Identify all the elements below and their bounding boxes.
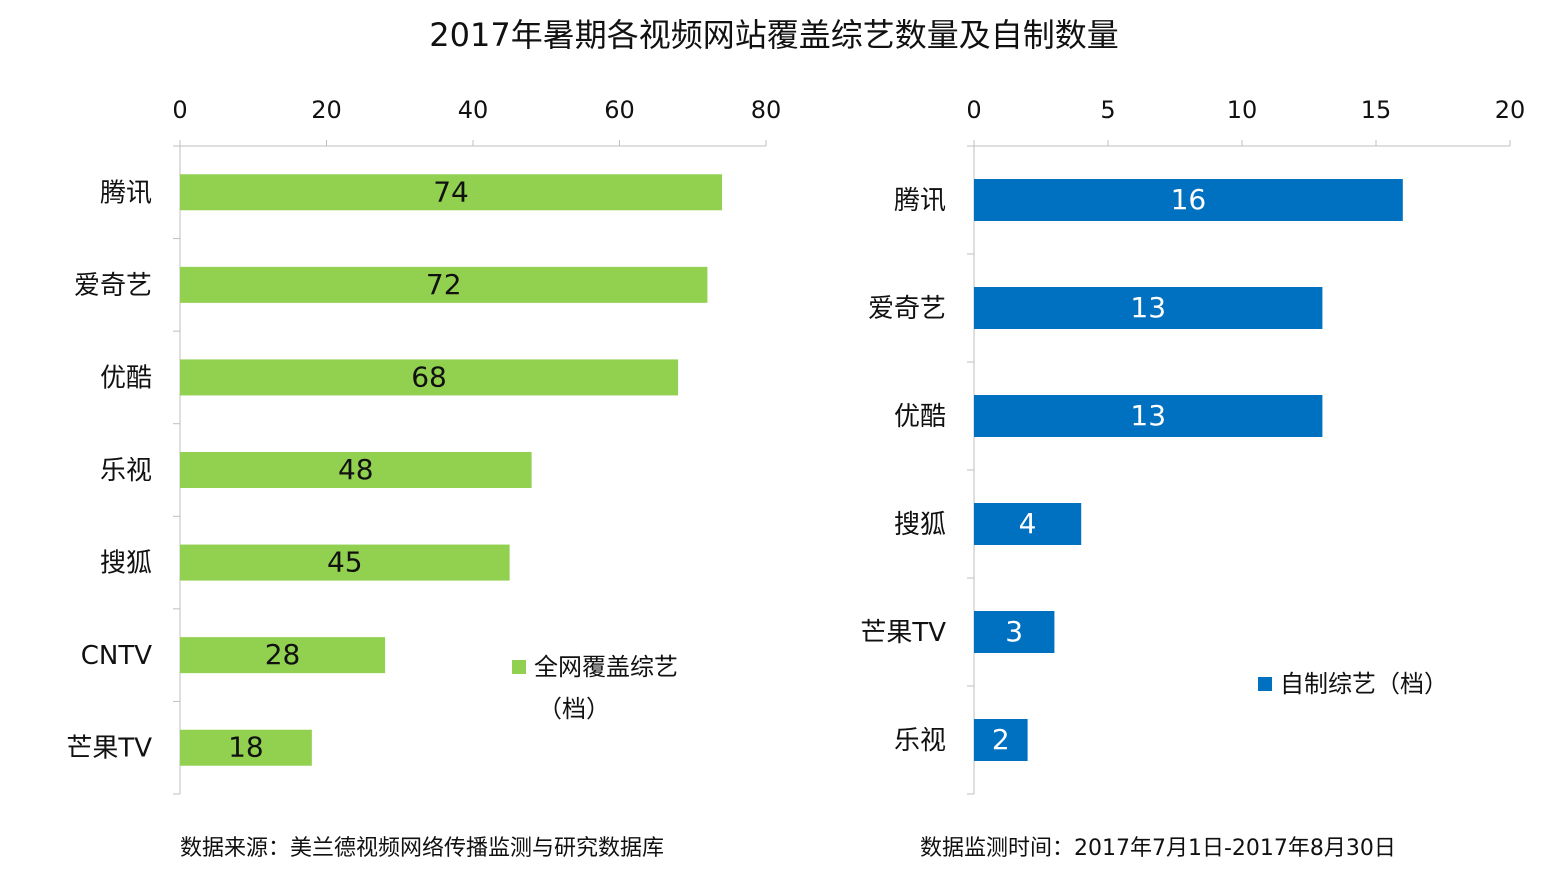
left-bar: [180, 729, 312, 766]
right-x-tick-label: 5: [1100, 96, 1115, 124]
right-x-tick-label: 15: [1361, 96, 1392, 124]
right-category-label: 搜狐: [894, 510, 946, 540]
left-bar-value-label: 48: [338, 453, 374, 486]
left-bar-value-label: 68: [411, 360, 447, 393]
left-bar-value-label: 74: [433, 175, 469, 208]
left-category-label: CNTV: [81, 641, 152, 671]
left-bar: [180, 544, 510, 581]
chart-title: 2017年暑期各视频网站覆盖综艺数量及自制数量: [429, 16, 1119, 54]
right-bar: [974, 719, 1028, 761]
left-bar-value-label: 28: [265, 638, 301, 671]
right-bar-value-label: 13: [1130, 291, 1166, 324]
legend-right-label: 自制综艺（档）: [1280, 670, 1448, 698]
right-category-label: 爱奇艺: [868, 294, 946, 324]
right-bar-value-label: 3: [1005, 615, 1023, 648]
right-bar: [974, 287, 1323, 329]
right-category-label: 腾讯: [894, 186, 946, 216]
right-bar-value-label: 16: [1171, 183, 1207, 216]
legend-swatch-green: [512, 660, 526, 674]
left-bar-value-label: 45: [327, 546, 363, 579]
left-bar: [180, 359, 679, 396]
left-x-tick-label: 40: [458, 96, 489, 124]
left-bar-value-label: 72: [426, 268, 462, 301]
legend-left: 全网覆盖综艺 （档）: [512, 646, 678, 730]
right-x-tick-label: 20: [1495, 96, 1526, 124]
left-category-label: 优酷: [100, 363, 152, 393]
right-bar-value-label: 2: [992, 723, 1010, 756]
left-x-tick-label: 0: [172, 96, 187, 124]
right-bar: [974, 179, 1403, 221]
legend-left-label: 全网覆盖综艺: [534, 653, 678, 681]
right-bar: [974, 395, 1323, 437]
right-x-tick-label: 0: [966, 96, 981, 124]
legend-swatch-blue: [1258, 677, 1272, 691]
right-category-label: 乐视: [894, 726, 946, 756]
left-category-label: 搜狐: [100, 549, 152, 579]
right-bar-value-label: 13: [1130, 399, 1166, 432]
data-source-note: 数据来源：美兰德视频网络传播监测与研究数据库: [180, 836, 665, 861]
monitoring-period-note: 数据监测时间：2017年7月1日-2017年8月30日: [920, 836, 1396, 861]
right-bar: [974, 503, 1082, 545]
left-bar: [180, 174, 723, 211]
left-x-tick-label: 20: [311, 96, 342, 124]
legend-left-unit: （档）: [538, 695, 610, 723]
left-x-tick-label: 60: [604, 96, 635, 124]
right-bar: [974, 611, 1055, 653]
left-bar: [180, 637, 386, 674]
left-category-label: 乐视: [100, 456, 152, 486]
right-category-label: 优酷: [894, 402, 946, 432]
left-category-label: 爱奇艺: [74, 271, 152, 301]
left-x-tick-label: 80: [751, 96, 782, 124]
left-category-label: 芒果TV: [66, 734, 152, 764]
left-bar: [180, 266, 708, 303]
legend-right: 自制综艺（档）: [1258, 663, 1448, 705]
right-x-tick-label: 10: [1227, 96, 1258, 124]
left-category-label: 腾讯: [100, 178, 152, 208]
right-bar-value-label: 4: [1019, 507, 1037, 540]
left-bar: [180, 452, 532, 488]
left-bar-value-label: 18: [228, 731, 264, 764]
right-category-label: 芒果TV: [860, 618, 946, 648]
